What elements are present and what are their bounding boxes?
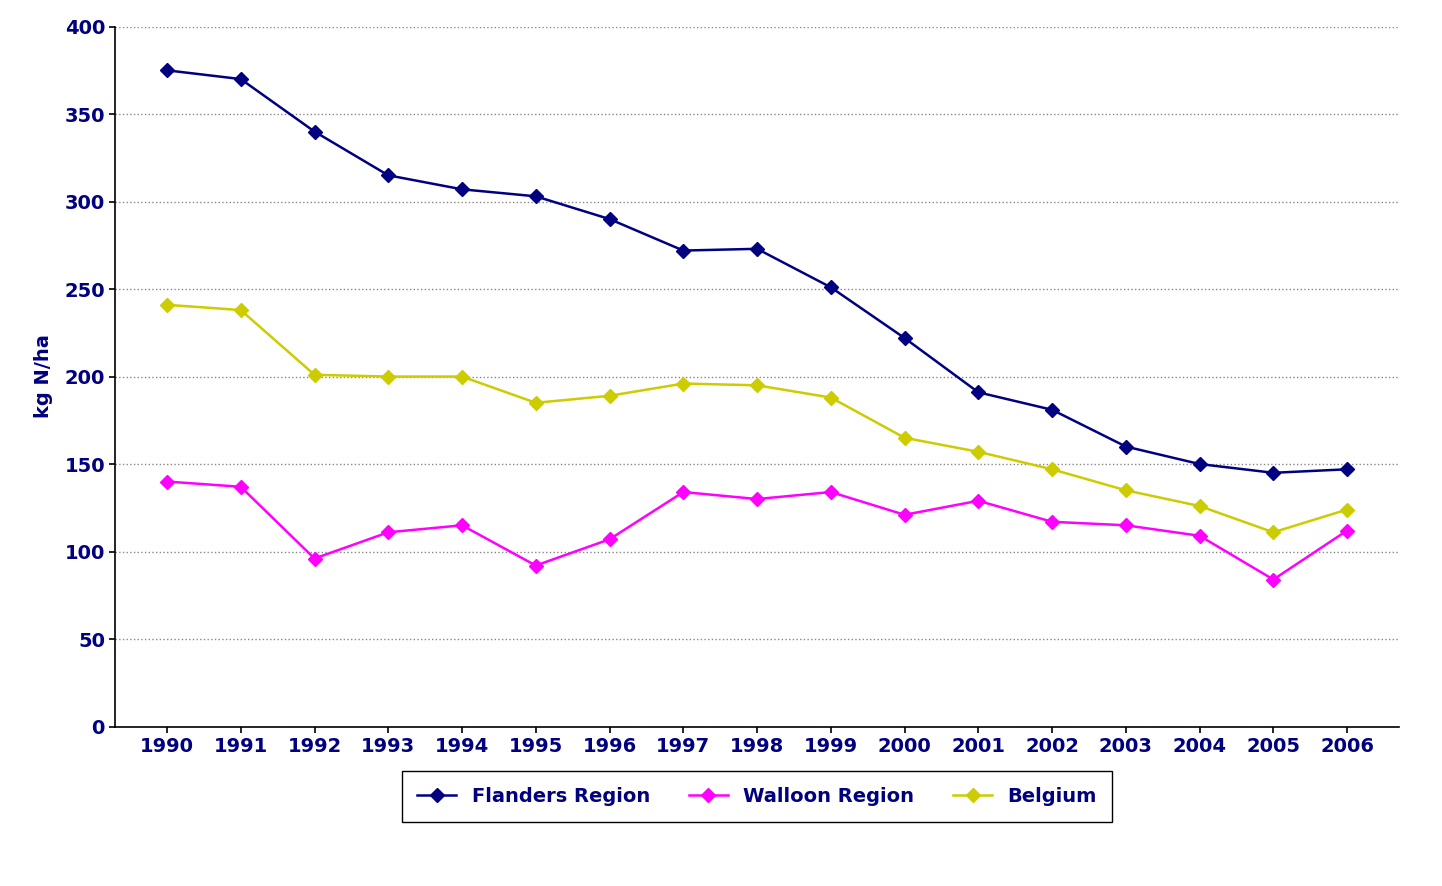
Flanders Region <box>969 387 986 398</box>
Belgium <box>1044 464 1061 475</box>
Walloon Region <box>232 481 249 492</box>
Belgium <box>748 380 766 391</box>
Flanders Region <box>159 65 176 75</box>
Walloon Region <box>895 509 913 520</box>
Belgium <box>1191 501 1208 511</box>
Walloon Region <box>1338 525 1355 536</box>
Belgium <box>306 369 323 380</box>
Belgium <box>379 371 397 382</box>
Flanders Region <box>453 184 470 195</box>
Flanders Region <box>675 245 692 256</box>
Flanders Region <box>1191 459 1208 470</box>
Walloon Region <box>748 494 766 504</box>
Walloon Region <box>1044 517 1061 527</box>
Flanders Region <box>1265 468 1282 478</box>
Walloon Region <box>1265 574 1282 585</box>
Flanders Region <box>895 333 913 344</box>
Belgium <box>1265 527 1282 538</box>
Flanders Region <box>306 127 323 137</box>
Belgium <box>528 398 545 408</box>
Walloon Region <box>822 486 839 497</box>
Walloon Region <box>1191 531 1208 541</box>
Flanders Region <box>379 170 397 181</box>
Walloon Region <box>601 534 619 545</box>
Flanders Region <box>1118 441 1135 452</box>
Line: Belgium: Belgium <box>162 300 1353 537</box>
Walloon Region <box>306 553 323 563</box>
Belgium <box>1338 504 1355 515</box>
Flanders Region <box>822 282 839 292</box>
Walloon Region <box>1118 520 1135 531</box>
Flanders Region <box>601 214 619 224</box>
Legend: Flanders Region, Walloon Region, Belgium: Flanders Region, Walloon Region, Belgium <box>402 772 1112 822</box>
Belgium <box>675 378 692 389</box>
Belgium <box>1118 485 1135 495</box>
Belgium <box>453 371 470 382</box>
Walloon Region <box>969 495 986 506</box>
Belgium <box>822 392 839 403</box>
Flanders Region <box>1338 464 1355 475</box>
Flanders Region <box>528 191 545 202</box>
Flanders Region <box>232 74 249 84</box>
Walloon Region <box>675 486 692 497</box>
Walloon Region <box>159 477 176 487</box>
Belgium <box>159 299 176 310</box>
Flanders Region <box>1044 405 1061 416</box>
Belgium <box>895 432 913 443</box>
Flanders Region <box>748 244 766 254</box>
Y-axis label: kg N/ha: kg N/ha <box>35 335 53 418</box>
Line: Flanders Region: Flanders Region <box>162 66 1353 478</box>
Walloon Region <box>528 560 545 571</box>
Walloon Region <box>379 527 397 538</box>
Belgium <box>601 391 619 401</box>
Belgium <box>232 305 249 315</box>
Line: Walloon Region: Walloon Region <box>162 477 1353 585</box>
Belgium <box>969 447 986 457</box>
Walloon Region <box>453 520 470 531</box>
